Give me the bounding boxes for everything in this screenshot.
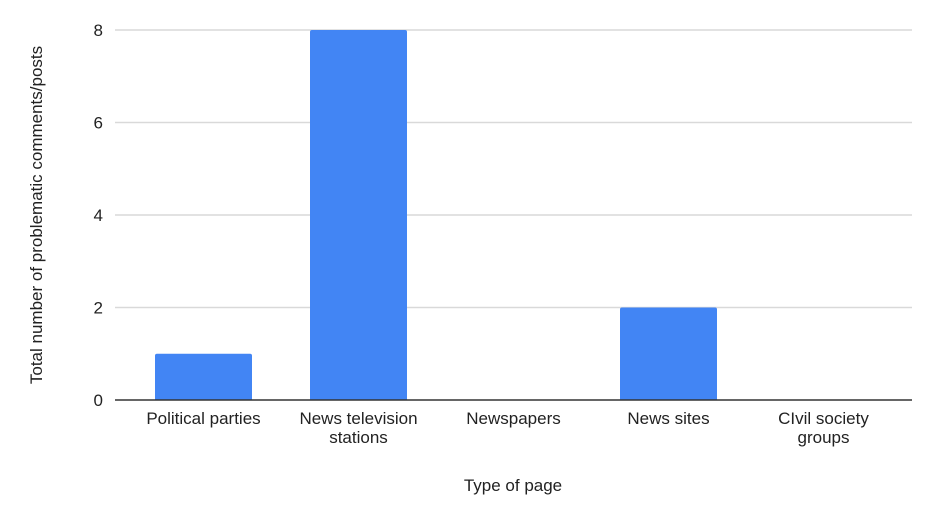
y-axis-label: Total number of problematic comments/pos… <box>27 46 46 384</box>
bar <box>620 307 717 400</box>
y-tick-label: 6 <box>94 114 103 133</box>
y-tick-label: 2 <box>94 299 103 318</box>
bar <box>155 353 252 400</box>
x-tick-label: News television <box>299 409 417 428</box>
x-tick-label: groups <box>798 428 850 447</box>
y-tick-label: 8 <box>94 21 103 40</box>
x-tick-label: News sites <box>627 409 709 428</box>
x-axis-label: Type of page <box>464 476 562 495</box>
bar <box>310 30 407 400</box>
y-tick-label: 0 <box>94 391 103 410</box>
x-tick-label: Newspapers <box>466 409 561 428</box>
y-tick-label: 4 <box>94 206 103 225</box>
x-tick-label: CIvil society <box>778 409 869 428</box>
x-tick-label: stations <box>329 428 388 447</box>
x-tick-label: Political parties <box>146 409 260 428</box>
